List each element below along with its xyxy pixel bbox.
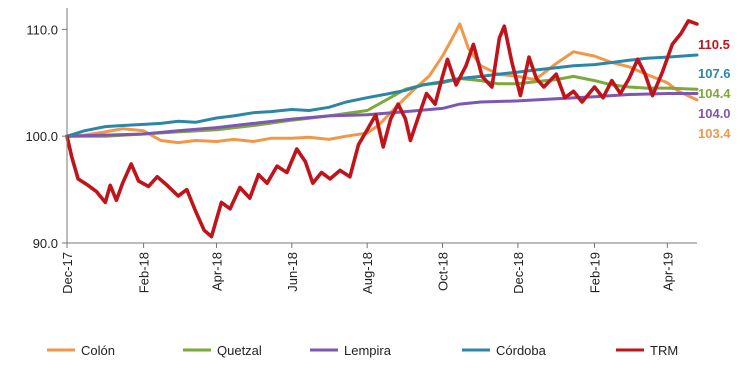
legend-label: Córdoba (496, 343, 547, 358)
end-labels: 110.5 107.6 104.4 104.0 103.4 (698, 37, 731, 141)
y-tick-label: 110.0 (26, 22, 58, 37)
legend-label: Lempira (344, 343, 392, 358)
y-tick-label: 100.0 (25, 129, 58, 144)
series-line-quetzal (65, 74, 699, 138)
series-line-trm (65, 19, 699, 239)
x-tick-label: Feb-18 (137, 252, 152, 293)
x-ticks: Dec-17 Feb-18 Apr-18 Jun-18 Aug-18 Oct-18 Dec-… (60, 243, 675, 294)
x-tick-label: Feb-19 (587, 252, 602, 293)
plot-lines (65, 19, 699, 239)
end-label-quetzal: 104.4 (698, 86, 731, 101)
series-line-coln (65, 22, 699, 145)
x-tick-label: Apr-18 (209, 252, 224, 291)
end-label-trm: 110.5 (698, 37, 730, 52)
legend-label: Colón (81, 343, 115, 358)
y-ticks: 90.0 100.0 110.0 (25, 22, 67, 251)
end-label-coln: 103.4 (698, 126, 731, 141)
end-label-crdoba: 107.6 (698, 66, 731, 81)
series-line-crdoba (65, 53, 699, 138)
legend-label: Quetzal (217, 343, 262, 358)
legend: Colón Quetzal Lempira Córdoba TRM (47, 343, 678, 358)
series-line-lempira (65, 92, 699, 138)
x-tick-label: Aug-18 (360, 252, 375, 294)
y-tick-label: 90.0 (33, 236, 58, 251)
x-tick-label: Oct-18 (436, 252, 451, 291)
x-tick-label: Dec-18 (511, 252, 526, 294)
x-tick-label: Dec-17 (60, 252, 75, 294)
axes (66, 8, 697, 244)
end-label-lempira: 104.0 (698, 106, 731, 121)
x-tick-label: Jun-18 (285, 252, 300, 292)
x-tick-label: Apr-19 (660, 252, 675, 291)
legend-label: TRM (650, 343, 678, 358)
